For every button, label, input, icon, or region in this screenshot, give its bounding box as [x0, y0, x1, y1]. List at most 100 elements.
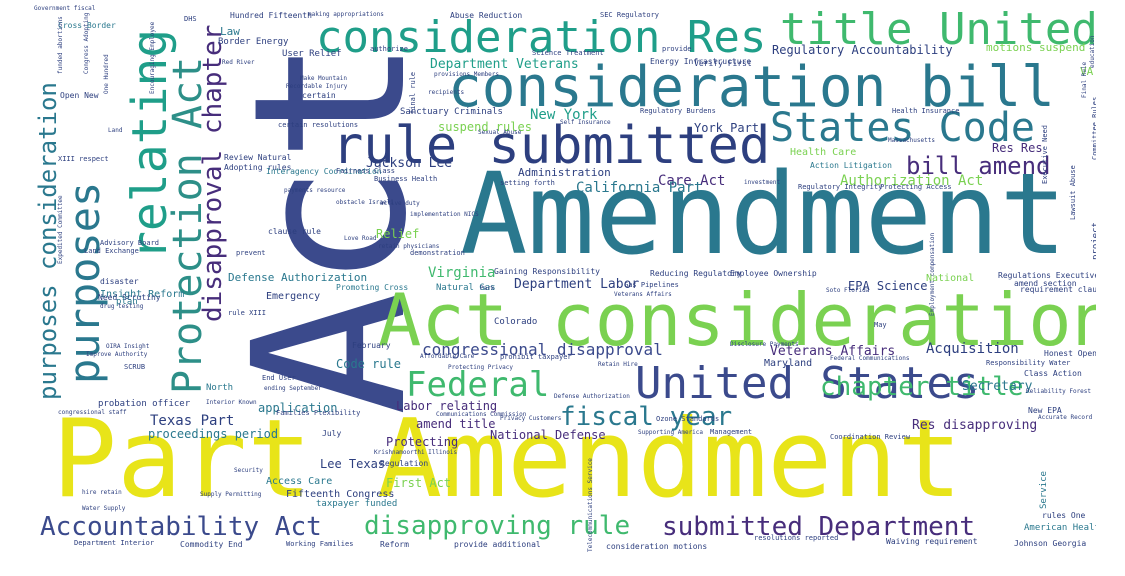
- word-project: project: [1091, 222, 1096, 260]
- word-sexual-abuse: Sexual Abuse: [478, 129, 522, 136]
- word-families-flexibility: Families Flexibility: [276, 409, 361, 417]
- word-responsibility-water: Responsibility Water: [986, 359, 1071, 367]
- word-make-mountain: Make Mountain: [300, 75, 347, 82]
- word-chapter-title: chapter title: [820, 372, 1024, 402]
- word-energy-infrastructure: Energy Infrastructure: [650, 57, 752, 66]
- word-rule-xiii: rule XIII: [228, 309, 266, 317]
- word-rules-one: rules One: [1042, 511, 1086, 520]
- word-affordable-care: Affordable Care: [420, 353, 475, 360]
- word-self-insurance: Self Insurance: [560, 119, 611, 126]
- word-land-exchange: Land Exchange: [84, 247, 139, 255]
- word-maryland: Maryland: [764, 358, 813, 369]
- word-amend-title: amend title: [416, 417, 496, 431]
- word-disclosure-payments: Disclosure Payments: [730, 341, 799, 348]
- word-land: Land: [108, 127, 123, 134]
- word-disapproval-chapter: disapproval chapter: [198, 24, 228, 322]
- word-science-treatment: Science Treatment: [532, 49, 604, 57]
- word-may: May: [874, 321, 887, 329]
- word-dhs: DHS: [184, 15, 197, 23]
- word-executive-need: Executive Need: [1041, 124, 1049, 184]
- word-motions-suspend: motions suspend: [986, 41, 1086, 54]
- word-advisory-board: Advisory Board: [100, 239, 160, 247]
- word-department-interior: Department Interior: [74, 539, 155, 547]
- word-business-health: Business Health: [374, 175, 438, 183]
- word-krishnamoorthi-illinois: Krishnamoorthi Illinois: [374, 449, 458, 456]
- word-department-labor: Department Labor: [514, 277, 640, 292]
- word-jackson-lee: Jackson Lee: [366, 156, 453, 171]
- word-epa-science: EPA Science: [848, 279, 928, 293]
- word-bill-amend: bill amend: [906, 152, 1051, 180]
- word-united-states: United States: [635, 358, 980, 409]
- word-regulations-executive: Regulations Executive: [998, 271, 1096, 280]
- word-protecting-privacy: Protecting Privacy: [448, 364, 514, 371]
- word-sec-regulatory: SEC Regulatory: [600, 11, 660, 19]
- word-virginia: Virginia: [428, 265, 496, 281]
- word-telecommunications-service: Telecommunications Service: [587, 458, 594, 552]
- word-employment-compensation: Employment compensation: [929, 232, 936, 316]
- word-disapproving-rule: disapproving rule: [364, 511, 631, 541]
- word-review-natural: Review Natural: [224, 153, 292, 162]
- word-final-rule: final rule: [409, 71, 417, 114]
- word-commodity-end: Commodity End: [180, 540, 243, 549]
- word-probation-officer: probation officer: [98, 399, 191, 409]
- word-national: National: [926, 273, 975, 284]
- word-xiii-respect: XIII respect: [58, 155, 109, 163]
- word-expedited-committee: Expedited Committee: [57, 195, 64, 264]
- word-federal: Federal: [406, 365, 550, 405]
- word-one-hundred: One Hundred: [103, 54, 110, 94]
- word-protecting-access: Protecting Access: [880, 183, 952, 191]
- word-reliability-forest: Reliability Forest: [1026, 388, 1092, 395]
- word-natural-gas: Natural Gas: [436, 283, 496, 293]
- word-resolutions-reported: resolutions reported: [754, 534, 839, 542]
- word-user-relief: User Relief: [282, 49, 342, 59]
- word-emergency: Emergency: [266, 291, 321, 302]
- word-regulatory-integrity: Regulatory Integrity: [798, 183, 883, 191]
- word-sanctuary-criminals: Sanctuary Criminals: [400, 107, 503, 117]
- word-july: July: [322, 429, 342, 438]
- word-lawsuit-abuse: Lawsuit Abuse: [1069, 165, 1077, 220]
- word-active-duty: active duty: [380, 200, 420, 207]
- word-provisions-members: provisions Members: [434, 71, 500, 78]
- word-provide: provide: [662, 45, 692, 53]
- word-retain-hire: Retain Hire: [598, 361, 638, 368]
- word-obstacle-israeli: obstacle Israeli: [336, 199, 394, 206]
- word-taxpayer-funded: taxpayer funded: [316, 499, 398, 509]
- word-committee-rules: Committee Rules: [1091, 96, 1096, 160]
- word-action-litigation: Action Litigation: [810, 161, 892, 170]
- word-interagency-coordination: Interagency Coordination: [266, 167, 382, 176]
- word-consideration-res: consideration Res: [316, 12, 767, 63]
- word-retain-physicians: retain physicians: [378, 243, 440, 250]
- word-federal-communications: Federal Communications: [830, 355, 910, 362]
- word-states-code: States Code: [770, 105, 1035, 151]
- word-adopting-rules: Adopting rules: [224, 163, 292, 172]
- word-drug-testing: drug testing: [100, 303, 144, 310]
- word-relief: Relief: [376, 227, 420, 241]
- word-verify-first: Verify First: [694, 59, 752, 68]
- word-amendment: Amendment: [460, 150, 1067, 280]
- word-suspend-rules: suspend rules: [438, 120, 532, 134]
- word-requirement-clause: requirement clause: [1020, 285, 1096, 294]
- word-department-veterans: Department Veterans: [430, 57, 579, 72]
- word-demonstration: demonstration: [410, 249, 465, 257]
- word-secretary: Secretary: [962, 379, 1033, 394]
- word-administration: Administration: [518, 166, 611, 179]
- word-disaster: disaster: [100, 277, 139, 286]
- word-insight-reform: Insight Reform: [100, 289, 185, 300]
- word-first-act: First Act: [386, 476, 452, 490]
- word-congress-adopting: Congress Adopting: [83, 12, 90, 74]
- word-communications-commission: Communications Commission: [436, 411, 527, 418]
- word-prohibit-taxpayer: prohibit taxpayer: [500, 353, 572, 361]
- word-waiving-requirement: Waiving requirement: [886, 537, 978, 546]
- word-end-user: End User: [262, 374, 296, 382]
- word-final-rule-2: Final Rule: [1081, 61, 1088, 98]
- word-new-york: New York: [530, 107, 598, 123]
- word-honest-open: Honest Open: [1044, 349, 1096, 358]
- word-february: February: [352, 341, 391, 350]
- word-acquisition: Acquisition: [926, 341, 1019, 357]
- word-improve-authority: Improve Authority: [86, 351, 148, 358]
- word-government-fiscal: Government fiscal: [34, 5, 96, 12]
- word-veterans-affairs: Veterans Affairs: [770, 344, 896, 359]
- word-privacy-customers: Privacy Customers: [500, 415, 562, 422]
- word-veterans-affairs-2: Veterans Affairs: [614, 291, 672, 298]
- word-code-rule: Code rule: [336, 357, 402, 371]
